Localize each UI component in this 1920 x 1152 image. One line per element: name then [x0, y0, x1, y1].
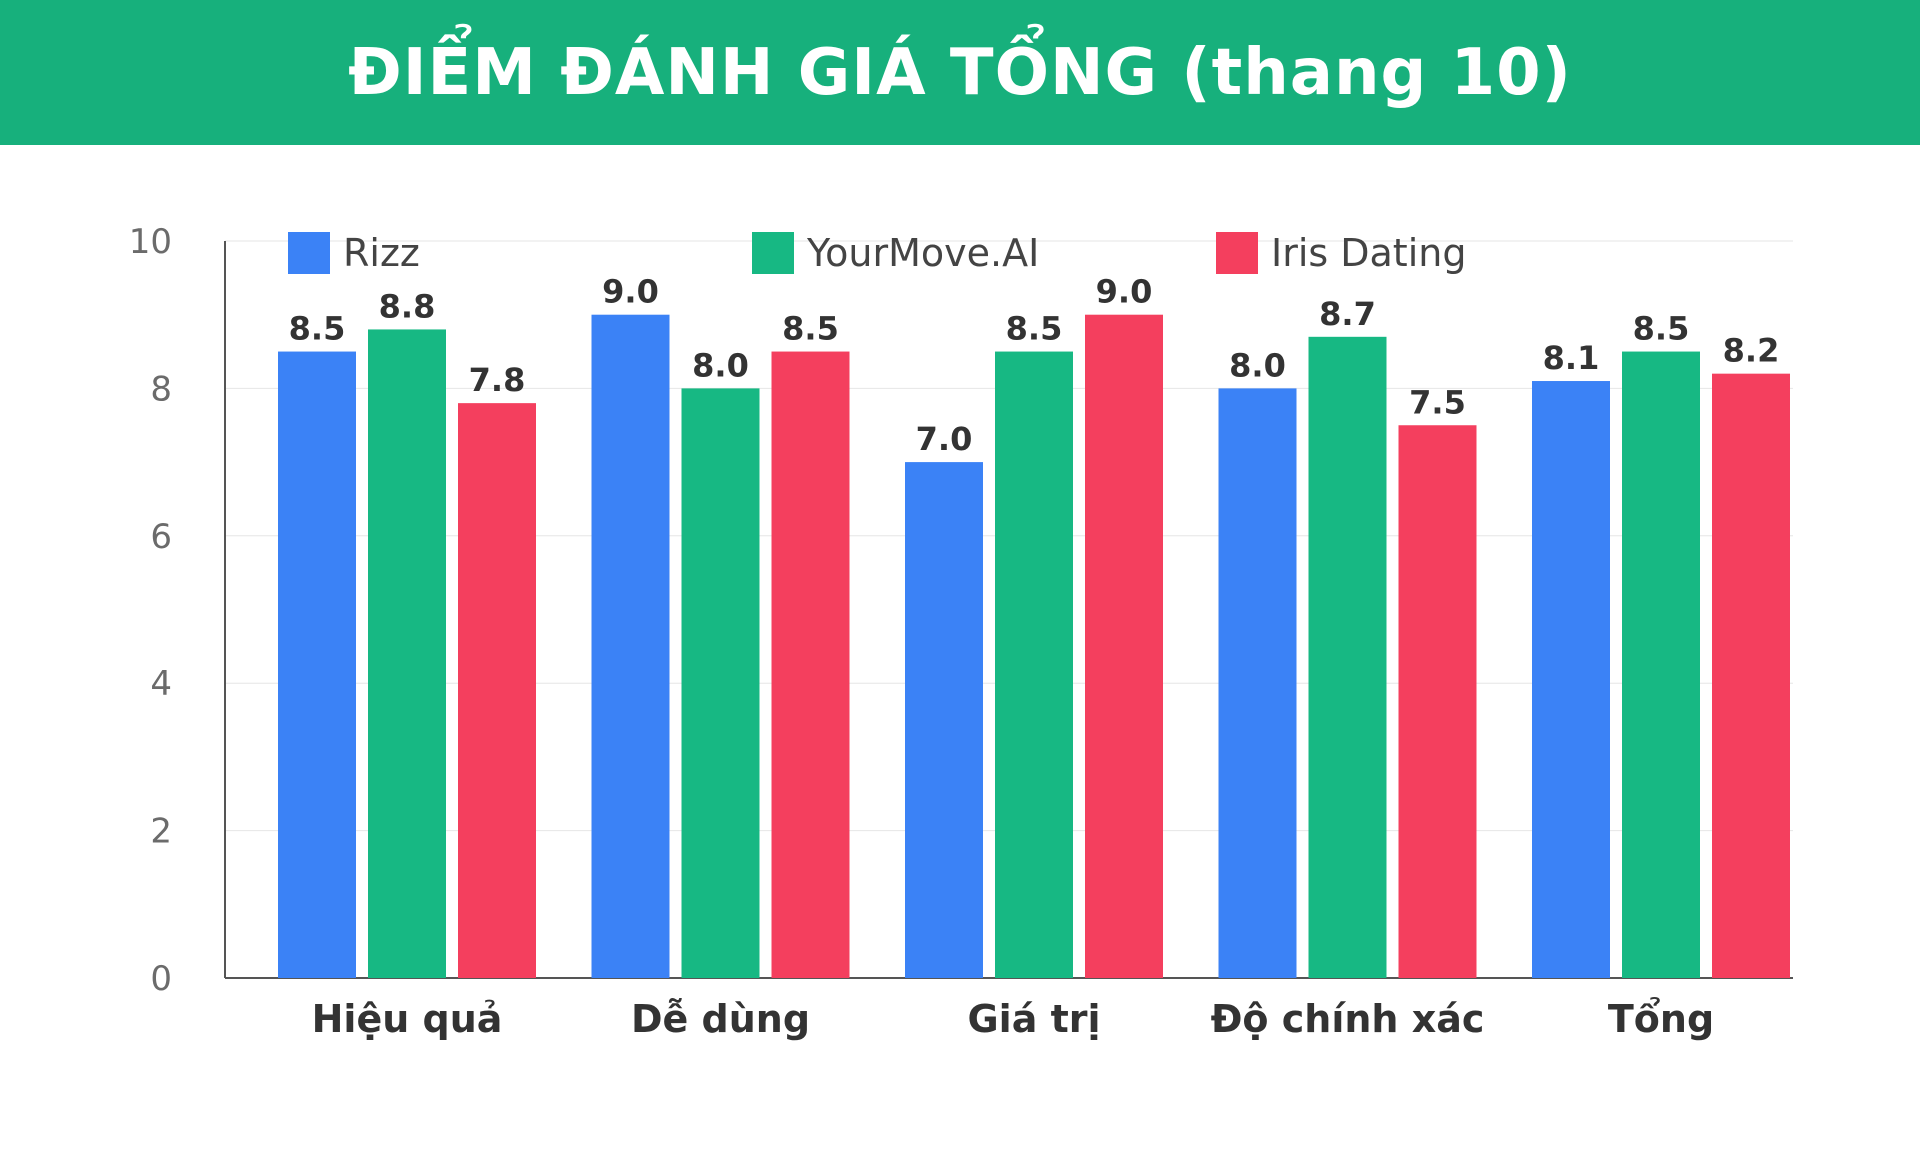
- bar-iris-dating-1: [771, 351, 850, 978]
- y-tick-label: 4: [150, 664, 172, 704]
- bar-value-label: 9.0: [602, 273, 659, 311]
- bar-yourmove-ai-0: [368, 329, 446, 978]
- y-tick-label: 6: [150, 517, 172, 557]
- legend-swatch: [288, 232, 330, 274]
- x-category-label: Dễ dùng: [631, 997, 810, 1041]
- bar-value-label: 8.5: [782, 310, 839, 348]
- bar-value-label: 8.2: [1723, 332, 1780, 370]
- bar-rizz-0: [278, 351, 356, 978]
- legend-label: YourMove.AI: [806, 231, 1039, 275]
- x-category-label: Tổng: [1608, 997, 1714, 1041]
- bar-value-label: 8.5: [289, 310, 346, 348]
- bar-value-label: 8.7: [1319, 295, 1376, 333]
- bar-value-label: 8.5: [1006, 310, 1063, 348]
- bar-value-label: 8.1: [1543, 339, 1600, 377]
- bar-value-label: 8.0: [1229, 346, 1286, 384]
- bar-value-label: 7.5: [1409, 383, 1466, 421]
- legend-swatch: [752, 232, 794, 274]
- bar-yourmove-ai-3: [1308, 336, 1387, 978]
- bar-rizz-3: [1218, 388, 1297, 978]
- chart-title: ĐIỂM ĐÁNH GIÁ TỔNG (thang 10): [348, 35, 1572, 110]
- bar-iris-dating-4: [1712, 373, 1790, 978]
- x-category-label: Độ chính xác: [1211, 997, 1485, 1041]
- y-tick-label: 2: [150, 812, 172, 852]
- bar-value-label: 8.8: [379, 287, 436, 325]
- bars: [278, 314, 1790, 979]
- axes: 0 2 4 6 8 10: [129, 222, 1793, 999]
- x-category-label: Giá trị: [967, 997, 1100, 1041]
- bar-iris-dating-0: [458, 403, 536, 978]
- x-category-label: Hiệu quả: [312, 997, 503, 1041]
- y-tick-label: 10: [129, 222, 172, 262]
- bar-value-label: 8.5: [1633, 310, 1690, 348]
- bar-value-label: 7.8: [469, 361, 526, 399]
- bar-value-label: 7.0: [916, 420, 973, 458]
- category-labels: Hiệu quả Dễ dùng Giá trị Độ chính xác Tổng: [312, 997, 1715, 1041]
- legend-label: Iris Dating: [1271, 231, 1466, 275]
- bar-yourmove-ai-1: [681, 388, 760, 978]
- bar-rizz-2: [905, 462, 983, 979]
- chart-header: ĐIỂM ĐÁNH GIÁ TỔNG (thang 10): [0, 0, 1920, 145]
- bar-rizz-1: [591, 314, 670, 978]
- bar-yourmove-ai-2: [995, 351, 1073, 978]
- bar-iris-dating-3: [1398, 425, 1477, 978]
- bar-value-label: 9.0: [1096, 273, 1153, 311]
- legend-label: Rizz: [343, 231, 420, 275]
- bar-yourmove-ai-4: [1622, 351, 1700, 978]
- bar-value-label: 8.0: [692, 346, 749, 384]
- y-tick-label: 8: [150, 369, 172, 409]
- legend: Rizz YourMove.AI Iris Dating: [288, 231, 1466, 275]
- y-tick-label: 0: [150, 959, 172, 999]
- bar-rizz-4: [1532, 381, 1610, 978]
- value-labels: 8.5 8.8 7.8 9.0 8.0 8.5 7.0 8.5 9.0 8.0 8.7 7.5 8.1 8…: [289, 273, 1780, 458]
- bar-iris-dating-2: [1085, 314, 1163, 978]
- legend-swatch: [1216, 232, 1258, 274]
